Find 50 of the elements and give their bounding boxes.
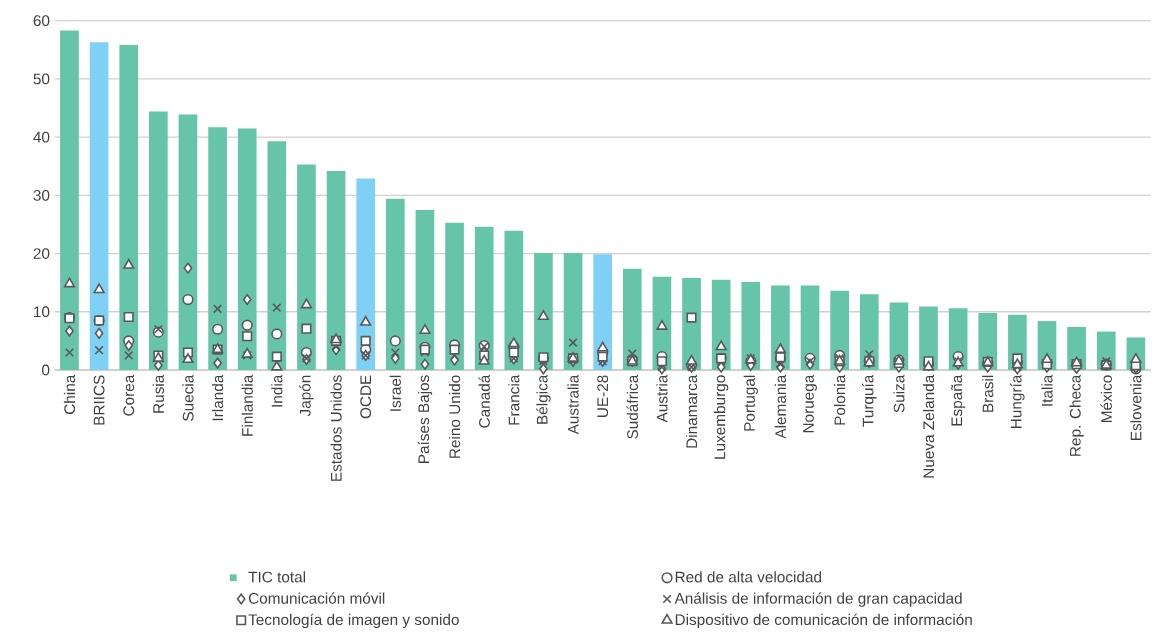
- x-tick-label: Reino Unido: [448, 375, 461, 458]
- x-tick-label: Turquía: [862, 374, 877, 427]
- x-tick-label: Sudáfrica: [626, 374, 639, 439]
- x-tick-label: Hungría: [1010, 374, 1025, 429]
- legend-label: Tecnología de imagen y sonido: [248, 613, 459, 629]
- y-tick-label: 50: [33, 73, 50, 85]
- x-tick-label: Francia: [508, 374, 520, 425]
- y-tick-label: 60: [33, 15, 50, 27]
- x-tick-label: Corea: [123, 374, 135, 416]
- y-tick-label: 40: [33, 131, 50, 143]
- x-tick-label: Brasil: [982, 375, 994, 412]
- x-tick-label: OCDE: [360, 375, 372, 419]
- x-tick-label: Polonia: [834, 374, 846, 425]
- legend-label: Comunicación móvil: [248, 592, 385, 604]
- x-tick-label: Noruega: [803, 374, 817, 433]
- x-tick-label: México: [1100, 375, 1112, 423]
- x-tick-label: Rusia: [152, 374, 164, 413]
- legend-label: Red de alta velocidad: [675, 571, 821, 583]
- x-tick-label: Alemania: [774, 374, 787, 439]
- x-tick-label: Rep. Checa: [1069, 374, 1084, 456]
- x-tick-label: India: [271, 374, 283, 407]
- x-tick-label: Países Bajos: [417, 375, 433, 463]
- x-tick-label: Dinamarca: [685, 374, 698, 448]
- x-tick-label: Suiza: [893, 374, 905, 413]
- x-tick-label: Japón: [299, 375, 314, 417]
- x-tick-label: Italia: [1041, 374, 1053, 406]
- y-tick-label: 20: [33, 248, 50, 259]
- x-tick-label: Irlanda: [211, 374, 224, 421]
- x-tick-label: Canadá: [478, 374, 490, 428]
- x-tick-label: Australia: [567, 374, 579, 435]
- x-tick-label: Israel: [389, 375, 401, 411]
- x-tick-label: Luxemburgo: [714, 375, 729, 459]
- legend-label: Dispositivo de comunicación de información: [675, 613, 972, 629]
- x-tick-label: Suecia: [182, 374, 194, 421]
- x-tick-label: Bélgica: [536, 374, 551, 424]
- y-tick-label: 0: [42, 364, 50, 376]
- x-tick-label: España: [951, 374, 966, 426]
- x-tick-label: Portugal: [743, 375, 758, 431]
- legend-label: Análisis de información de gran capacidad: [674, 592, 962, 607]
- legend-label: TIC total: [248, 571, 306, 583]
- x-tick-label: Eslovenia: [1130, 374, 1142, 440]
- x-tick-label: Austria: [656, 374, 668, 423]
- x-tick-label: UE-28: [597, 375, 609, 417]
- x-tick-label: Nueva Zelanda: [922, 374, 935, 478]
- x-tick-label: Finlandia: [241, 374, 253, 436]
- x-tick-label: China: [63, 374, 76, 414]
- y-tick-label: 30: [33, 189, 50, 201]
- y-tick-label: 10: [34, 306, 50, 318]
- x-tick-label: Estados Unidos: [330, 375, 342, 481]
- x-tick-label: BRIICS: [93, 375, 105, 425]
